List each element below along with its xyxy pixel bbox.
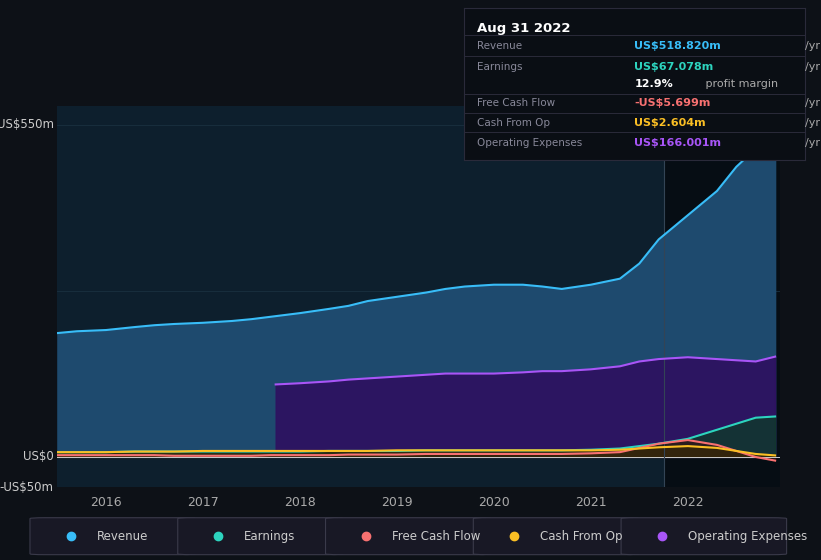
FancyBboxPatch shape	[474, 517, 639, 554]
Text: 12.9%: 12.9%	[635, 79, 673, 89]
Text: /yr: /yr	[805, 118, 819, 128]
Text: US$550m: US$550m	[0, 118, 54, 131]
Text: US$67.078m: US$67.078m	[635, 62, 713, 72]
Text: -US$5.699m: -US$5.699m	[635, 98, 711, 108]
Text: Cash From Op: Cash From Op	[478, 118, 551, 128]
Text: Operating Expenses: Operating Expenses	[688, 530, 807, 543]
Text: /yr: /yr	[805, 41, 819, 51]
Text: Earnings: Earnings	[478, 62, 523, 72]
Text: Earnings: Earnings	[245, 530, 296, 543]
Text: /yr: /yr	[805, 62, 819, 72]
FancyBboxPatch shape	[325, 517, 491, 554]
Text: Revenue: Revenue	[478, 41, 523, 51]
Text: -US$50m: -US$50m	[0, 480, 54, 494]
Text: US$518.820m: US$518.820m	[635, 41, 721, 51]
Text: Cash From Op: Cash From Op	[540, 530, 622, 543]
Bar	[663, 106, 780, 487]
Text: Operating Expenses: Operating Expenses	[478, 138, 583, 148]
Text: US$0: US$0	[23, 450, 54, 464]
Text: profit margin: profit margin	[702, 79, 778, 89]
FancyBboxPatch shape	[178, 517, 343, 554]
Text: Revenue: Revenue	[97, 530, 148, 543]
FancyBboxPatch shape	[30, 517, 195, 554]
Text: /yr: /yr	[805, 138, 819, 148]
Text: /yr: /yr	[805, 98, 819, 108]
Text: US$166.001m: US$166.001m	[635, 138, 721, 148]
FancyBboxPatch shape	[621, 517, 787, 554]
Text: Free Cash Flow: Free Cash Flow	[478, 98, 556, 108]
Text: US$2.604m: US$2.604m	[635, 118, 706, 128]
Text: Aug 31 2022: Aug 31 2022	[478, 22, 571, 35]
Text: Free Cash Flow: Free Cash Flow	[392, 530, 480, 543]
